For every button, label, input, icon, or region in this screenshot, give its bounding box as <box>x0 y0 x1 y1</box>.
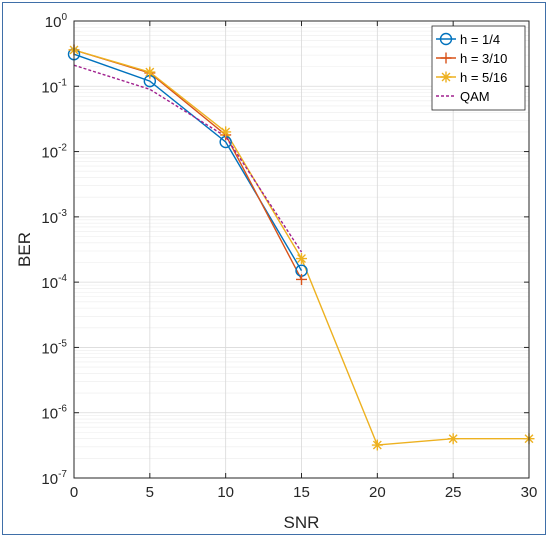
legend-label: h = 1/4 <box>460 32 500 47</box>
legend-marker <box>440 71 452 83</box>
tick-marks <box>73 20 530 479</box>
y-tick-label: 10-7 <box>41 469 67 488</box>
legend-marker <box>439 32 453 46</box>
y-tick-label: 100 <box>45 12 68 31</box>
data-point <box>296 273 307 285</box>
y-tick-label: 10-4 <box>41 273 67 292</box>
x-tick-label: 5 <box>146 484 154 501</box>
x-tick-label: 0 <box>70 484 78 501</box>
x-tick-label: 25 <box>445 484 462 501</box>
x-axis-label: SNR <box>284 513 320 532</box>
data-point <box>296 253 307 265</box>
y-tick-label: 10-1 <box>41 77 67 96</box>
legend: h = 1/4 h = 3/10 h = 5/16 QAM <box>431 25 526 111</box>
y-tick-label: 10-5 <box>41 338 67 357</box>
y-tick-label: 10-2 <box>41 143 67 162</box>
data-point <box>220 126 232 138</box>
data-point <box>371 439 383 451</box>
legend-marker <box>440 52 452 64</box>
y-axis-label: BER <box>15 232 34 267</box>
legend-label: h = 3/10 <box>460 51 507 66</box>
y-tick-label: 10-3 <box>41 208 67 227</box>
x-tick-label: 30 <box>521 484 538 501</box>
data-point <box>144 66 156 78</box>
series-line-3 <box>73 64 303 253</box>
x-tick-label: 10 <box>217 484 234 501</box>
x-tick-label: 20 <box>369 484 386 501</box>
legend-label: QAM <box>460 89 490 104</box>
legend-label: h = 5/16 <box>460 70 507 85</box>
y-tick-label: 10-6 <box>41 404 67 423</box>
data-point <box>447 433 459 445</box>
x-tick-label: 15 <box>293 484 310 501</box>
